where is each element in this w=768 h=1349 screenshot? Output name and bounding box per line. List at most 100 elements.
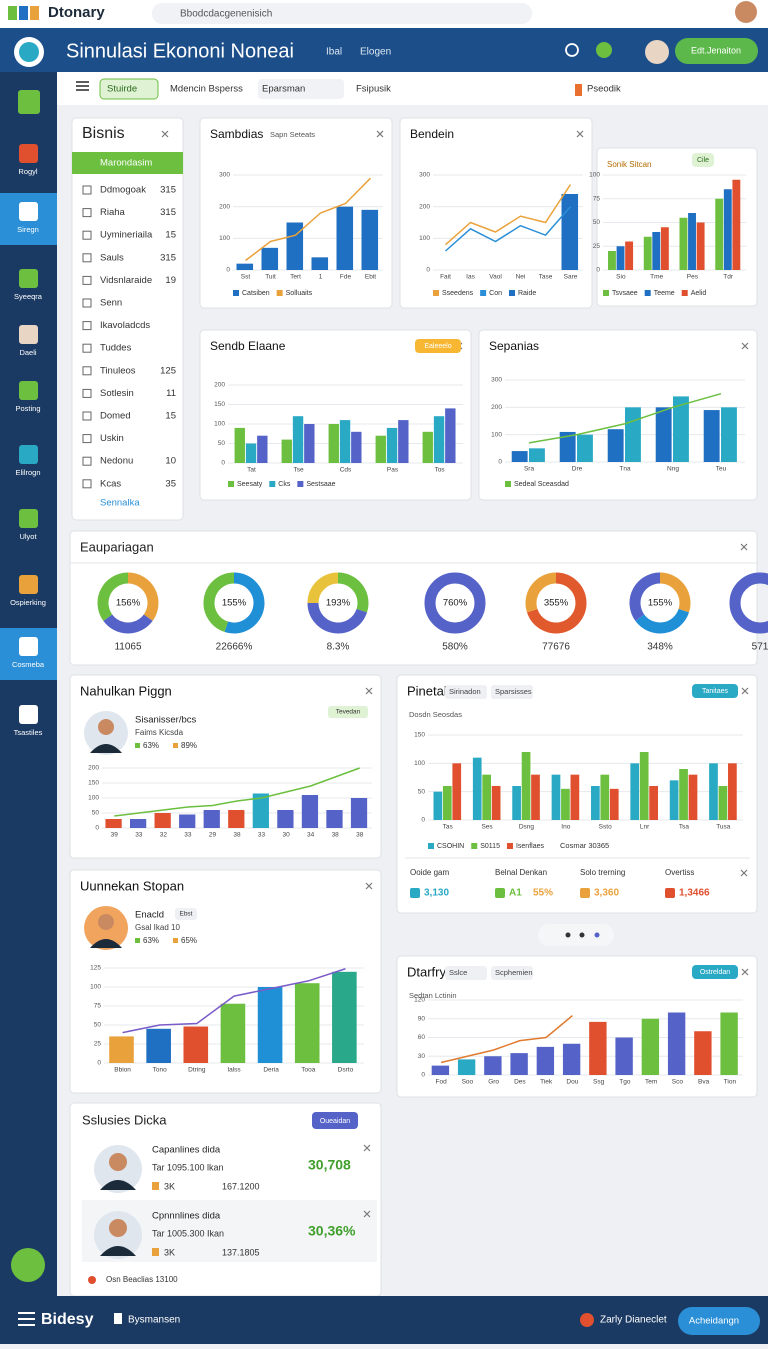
tab-label[interactable]: Eparsman — [262, 84, 305, 95]
x-tick-label: Lnr — [640, 824, 650, 831]
list-item[interactable]: Nedonu — [100, 456, 133, 467]
bar — [350, 798, 368, 828]
row-icon — [152, 1248, 159, 1256]
panel-button[interactable] — [692, 684, 738, 698]
list-item[interactable]: Riaha — [100, 207, 126, 218]
close-icon[interactable] — [363, 1144, 371, 1152]
sidebar-item[interactable]: Ulyot — [19, 532, 37, 541]
row-line: Tar 1005.300 Ikan — [152, 1228, 224, 1238]
carousel-dot[interactable] — [594, 932, 600, 938]
close-icon[interactable] — [741, 968, 749, 976]
bar — [732, 179, 741, 270]
close-icon[interactable] — [365, 687, 373, 695]
sidebar-item[interactable]: Cosmeba — [12, 660, 45, 669]
bar — [482, 774, 492, 820]
list-item[interactable]: Ddmogoak — [100, 185, 146, 196]
nav-link[interactable]: Elogen — [360, 47, 391, 58]
bar — [326, 810, 343, 828]
sidebar-item[interactable]: Daeli — [19, 348, 36, 357]
tab-active[interactable] — [99, 78, 159, 100]
close-icon[interactable] — [740, 543, 748, 551]
url-bar[interactable] — [152, 3, 532, 24]
brand: Dtonary — [48, 4, 105, 21]
list-item[interactable]: Sauls — [100, 252, 124, 263]
y-tick-label: 200 — [214, 382, 225, 389]
carousel-dot[interactable] — [565, 932, 571, 938]
panel-title: Sonik Sitcan — [607, 160, 651, 169]
list-item[interactable]: Uskin — [100, 433, 124, 444]
chip-label[interactable]: Scphemien — [495, 968, 533, 977]
panel-button[interactable] — [312, 1112, 358, 1129]
chip-label[interactable]: Sslce — [449, 968, 467, 977]
list-item[interactable]: Kcas — [100, 478, 121, 489]
list-item[interactable]: Uymineriaila — [100, 230, 153, 241]
bar — [639, 752, 649, 820]
carousel-dot[interactable] — [579, 932, 585, 938]
bar — [332, 971, 357, 1063]
y-tick-label: 0 — [95, 825, 99, 832]
button-label: Acheidangn — [689, 1316, 739, 1327]
tab-label[interactable]: Mdencin Bsperss — [170, 84, 243, 95]
nav-link[interactable]: Ibal — [326, 47, 342, 58]
chip-label[interactable]: Sirinadon — [449, 687, 481, 696]
panel-title: Bendein — [410, 127, 454, 141]
close-icon[interactable] — [741, 687, 749, 695]
sidebar-item[interactable]: Elilrogn — [15, 468, 40, 477]
close-icon[interactable] — [363, 1210, 371, 1218]
y-tick-label: 300 — [419, 172, 430, 179]
status-icon[interactable] — [596, 42, 612, 58]
sidebar-icon — [19, 445, 38, 464]
x-tick-label: Soo — [462, 1079, 474, 1086]
fab-button[interactable] — [11, 1248, 45, 1282]
stat-icon — [495, 888, 505, 898]
list-item[interactable]: Senn — [100, 298, 122, 309]
sidebar-item[interactable]: Rogyl — [18, 167, 38, 176]
sidebar-item[interactable]: Syeeqra — [14, 292, 43, 301]
close-icon[interactable] — [161, 130, 169, 138]
close-icon[interactable] — [740, 869, 748, 877]
chip-label[interactable]: Sparsisses — [495, 687, 532, 696]
bottom-item[interactable]: Bysmansen — [128, 1315, 180, 1326]
bar — [277, 810, 294, 828]
person-body — [90, 939, 122, 948]
sidebar-item[interactable]: Tsastiles — [14, 728, 43, 737]
bar — [655, 407, 672, 462]
y-tick-label: 50 — [593, 219, 601, 226]
close-icon[interactable] — [376, 130, 384, 138]
avatar[interactable] — [735, 1, 757, 23]
list-icon — [82, 185, 92, 195]
bar — [445, 408, 456, 463]
sidebar-item[interactable]: Siregn — [17, 225, 39, 234]
row-value: 30,708 — [308, 1157, 351, 1173]
person-head — [109, 1153, 127, 1171]
sidebar-item[interactable]: Posting — [15, 404, 40, 413]
user-avatar[interactable] — [645, 40, 669, 64]
list-item[interactable]: Sotlesin — [100, 388, 134, 399]
select-label[interactable]: Pseodik — [587, 84, 621, 95]
close-icon[interactable] — [741, 342, 749, 350]
list-item[interactable]: Vidsnlaraide — [100, 275, 152, 286]
list-footer[interactable]: Sennalka — [100, 498, 140, 509]
panel-button[interactable] — [692, 153, 714, 167]
close-icon[interactable] — [365, 882, 373, 890]
tab[interactable] — [166, 79, 251, 99]
bottom-button[interactable] — [678, 1307, 760, 1335]
header-button[interactable] — [675, 38, 758, 64]
x-tick-label: 38 — [332, 832, 340, 839]
badge-label: Tevedan — [336, 709, 361, 716]
list-item[interactable]: Ikavoladcds — [100, 320, 150, 331]
close-icon[interactable] — [576, 130, 584, 138]
bar — [607, 429, 624, 462]
bar — [630, 763, 640, 820]
x-tick-label: Tsa — [679, 824, 690, 831]
list-item[interactable]: Tinuleos — [100, 365, 136, 376]
sidebar-item[interactable]: Ospierking — [10, 598, 46, 607]
list-item[interactable]: Domed — [100, 411, 131, 422]
panel-button[interactable] — [692, 965, 738, 979]
tab[interactable] — [258, 79, 344, 99]
donut-segment — [629, 572, 661, 621]
list-item[interactable]: Tuddes — [100, 343, 132, 354]
panel-button[interactable] — [415, 339, 461, 353]
tab-label[interactable]: Fsipusik — [356, 84, 391, 95]
search-icon[interactable] — [565, 43, 579, 57]
